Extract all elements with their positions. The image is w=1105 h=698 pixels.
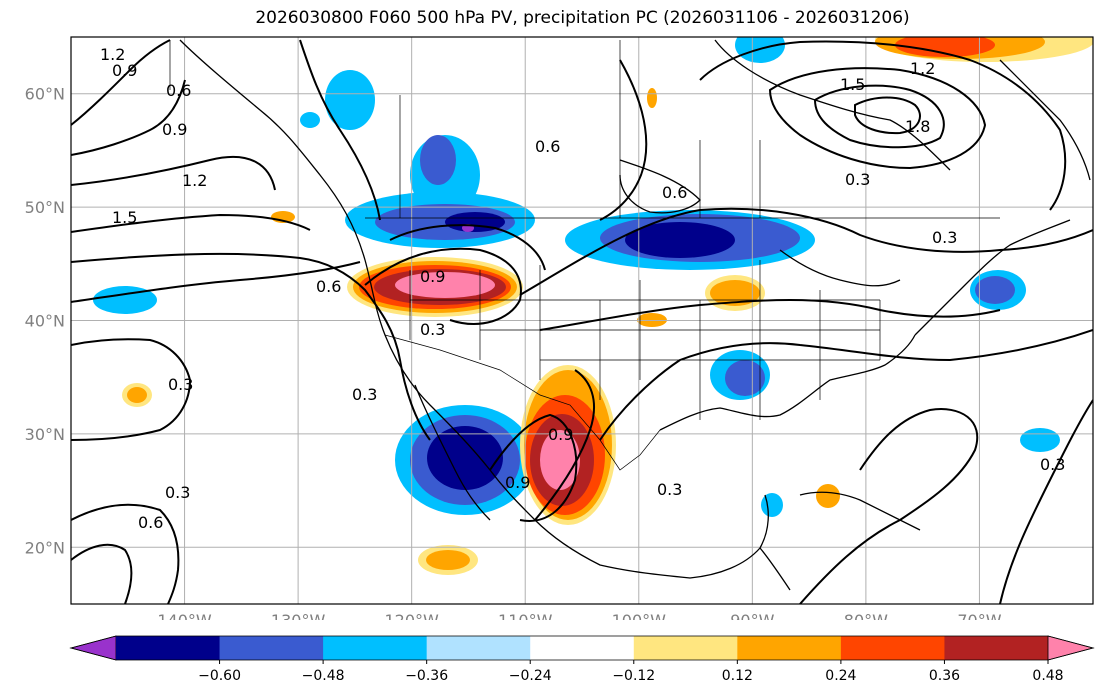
colorbar-outline bbox=[69, 635, 1095, 661]
longitude-label: 120°W bbox=[384, 611, 439, 620]
precip-area-bc-north bbox=[325, 70, 375, 130]
colorbar-tick-label: −0.60 bbox=[198, 668, 241, 684]
longitude-label: 100°W bbox=[612, 611, 667, 620]
latitude-labels: 20°N 30°N 40°N 50°N 60°N bbox=[25, 85, 65, 558]
contour-label: 0.3 bbox=[1040, 455, 1065, 474]
precip-area-cuba bbox=[816, 484, 840, 508]
contour-label: 0.9 bbox=[505, 473, 530, 492]
colorbar-swatch bbox=[116, 636, 221, 660]
precip-area-hudson bbox=[735, 37, 785, 63]
longitude-label: 110°W bbox=[498, 611, 553, 620]
colorbar-tick-label: 0.36 bbox=[929, 668, 960, 684]
coastlines bbox=[179, 39, 1091, 591]
contour-label: 0.9 bbox=[162, 120, 187, 139]
contour-label: 0.6 bbox=[535, 137, 560, 156]
contour-label: 1.2 bbox=[910, 59, 935, 78]
contour-labels: 1.2 0.9 0.6 0.9 1.2 1.5 0.6 0.9 0.3 0.3 … bbox=[100, 45, 1065, 532]
map-title: 2026030800 F060 500 hPa PV, precipitatio… bbox=[255, 8, 910, 28]
longitude-label: 80°W bbox=[844, 611, 888, 620]
colorbar-swatches bbox=[69, 635, 1095, 661]
contour-label: 1.5 bbox=[112, 208, 137, 227]
contour-label: 0.6 bbox=[662, 183, 687, 202]
latitude-label: 60°N bbox=[25, 85, 65, 104]
contour-label: 0.3 bbox=[352, 385, 377, 404]
contour-label: 1.5 bbox=[840, 75, 865, 94]
colorbar-swatch bbox=[530, 636, 635, 660]
colorbar-ticks: −0.60 −0.48 −0.36 −0.24 −0.12 0.12 0.24 0.36 0.4… bbox=[198, 660, 1064, 684]
longitude-label: 90°W bbox=[730, 611, 774, 620]
colorbar-extend-high bbox=[1047, 635, 1095, 661]
colorbar-swatch bbox=[944, 636, 1049, 660]
colorbar-swatch bbox=[219, 636, 324, 660]
contour-label: 0.3 bbox=[657, 480, 682, 499]
precip-area-west-peak bbox=[395, 272, 495, 298]
contour-label: 1.2 bbox=[182, 171, 207, 190]
contour-label: 0.3 bbox=[165, 483, 190, 502]
longitude-label: 70°W bbox=[957, 611, 1001, 620]
precip-area-mexico-core bbox=[427, 426, 503, 490]
colorbar-extend-low bbox=[69, 635, 117, 661]
pv-contours bbox=[71, 39, 1093, 604]
contour-label: 1.2 bbox=[100, 45, 125, 64]
contour-label: 0.9 bbox=[112, 61, 137, 80]
colorbar: −0.60 −0.48 −0.36 −0.24 −0.12 0.12 0.24 0.36 0.4… bbox=[69, 635, 1095, 684]
precip-area-hudson-small bbox=[647, 88, 657, 108]
latitude-label: 40°N bbox=[25, 312, 65, 331]
precipitation-shading bbox=[93, 37, 1093, 575]
colorbar-swatch bbox=[633, 636, 738, 660]
colorbar-tick-label: −0.24 bbox=[509, 668, 552, 684]
colorbar-swatch bbox=[323, 636, 428, 660]
contour-label: 0.6 bbox=[166, 81, 191, 100]
precip-area-atlantic bbox=[1020, 428, 1060, 452]
contour-label: 0.3 bbox=[845, 170, 870, 189]
contour-label: 0.3 bbox=[932, 228, 957, 247]
colorbar-tick-label: −0.12 bbox=[612, 668, 655, 684]
colorbar-tick-label: −0.36 bbox=[405, 668, 448, 684]
map-frame bbox=[70, 36, 1094, 605]
precip-area-northern-plains-core bbox=[625, 222, 735, 258]
political-borders bbox=[169, 40, 1000, 471]
contour-label: 0.6 bbox=[138, 513, 163, 532]
precip-area-pacific-west bbox=[93, 286, 157, 314]
contour-label: 0.3 bbox=[420, 320, 445, 339]
colorbar-swatch bbox=[737, 636, 842, 660]
colorbar-tick-label: 0.24 bbox=[825, 668, 856, 684]
colorbar-tick-label: 0.12 bbox=[722, 668, 753, 684]
contour-label: 0.3 bbox=[168, 375, 193, 394]
longitude-label: 130°W bbox=[271, 611, 326, 620]
map-panel: 1.2 0.9 0.6 0.9 1.2 1.5 0.6 0.9 0.3 0.3 … bbox=[25, 36, 1094, 620]
contour-label: 0.9 bbox=[548, 425, 573, 444]
longitude-label: 140°W bbox=[157, 611, 212, 620]
colorbar-swatch bbox=[426, 636, 531, 660]
longitude-labels: 140°W 130°W 120°W 110°W 100°W 90°W 80°W 70°W bbox=[157, 611, 1001, 620]
precip-area-pnw-north-mid bbox=[420, 135, 456, 185]
precip-area-gulf bbox=[761, 493, 783, 517]
colorbar-tick-label: −0.48 bbox=[302, 668, 345, 684]
latitude-label: 50°N bbox=[25, 198, 65, 217]
contour-label: 0.6 bbox=[316, 277, 341, 296]
contour-label: 1.8 bbox=[905, 117, 930, 136]
latitude-label: 30°N bbox=[25, 425, 65, 444]
colorbar-swatch bbox=[840, 636, 945, 660]
precip-area-bc-small bbox=[300, 112, 320, 128]
contour-label: 0.9 bbox=[420, 267, 445, 286]
colorbar-tick-label: 0.48 bbox=[1032, 668, 1063, 684]
precip-area-texas-peak bbox=[540, 430, 580, 490]
latitude-label: 20°N bbox=[25, 538, 65, 557]
